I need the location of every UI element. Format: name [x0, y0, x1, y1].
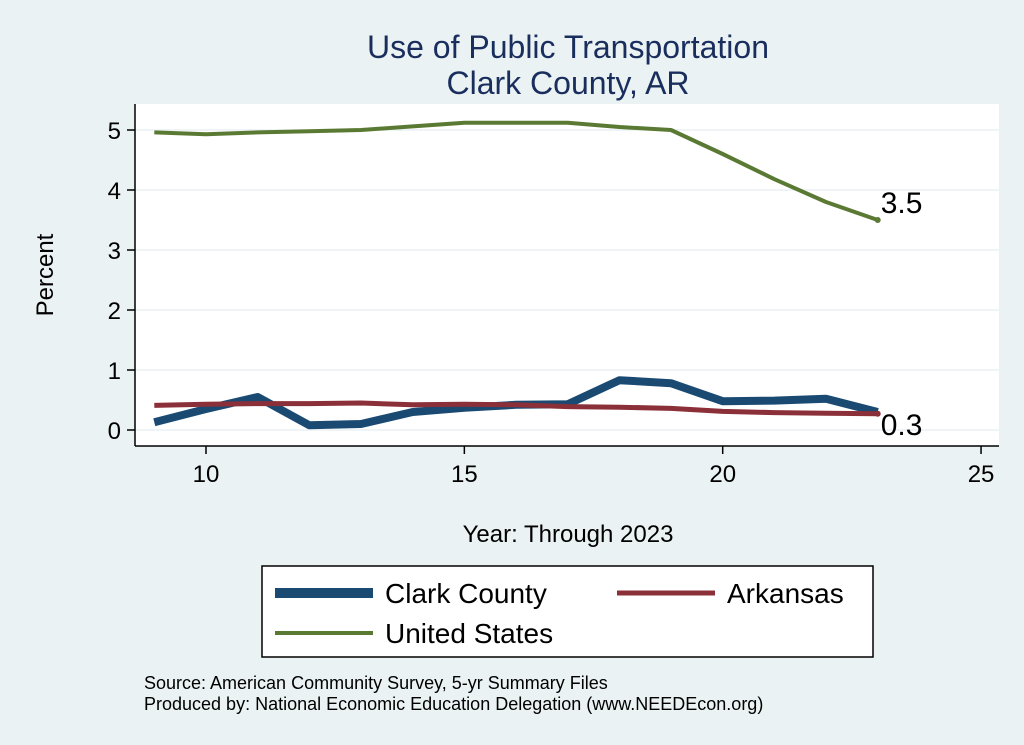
end-marker [874, 217, 881, 223]
y-tick-label: 0 [108, 418, 121, 445]
chart-title-line-1: Use of Public Transportation [367, 29, 769, 65]
y-tick-label: 4 [108, 178, 121, 205]
y-tick-label: 5 [108, 118, 121, 145]
x-tick-label: 10 [193, 461, 220, 488]
legend-label-clark-county: Clark County [385, 578, 547, 609]
end-value-label: 0.3 [881, 409, 923, 442]
end-labels: 3.5 0.3 [874, 187, 923, 442]
series-line-arkansas [154, 400, 878, 417]
y-tick-label: 2 [108, 298, 121, 325]
legend: Clark County Arkansas United States [261, 565, 874, 658]
legend-label-arkansas: Arkansas [727, 578, 844, 609]
y-axis-title: Percent [32, 233, 59, 316]
x-tick-label: 15 [451, 461, 478, 488]
end-marker [874, 410, 881, 417]
end-value-label: 3.5 [881, 187, 923, 220]
x-axis: 10 15 20 25 [135, 445, 999, 488]
footer-produced-by: Produced by: National Economic Education… [144, 694, 763, 714]
legend-box [261, 565, 874, 658]
series-line-united-states [154, 120, 879, 222]
x-tick-label: 25 [968, 461, 995, 488]
series-lines [153, 120, 879, 430]
grid-lines [135, 129, 999, 431]
chart-title-line-2: Clark County, AR [446, 65, 689, 101]
x-axis-title: Year: Through 2023 [463, 521, 674, 548]
footer-source: Source: American Community Survey, 5-yr … [144, 673, 608, 693]
y-tick-label: 3 [108, 238, 121, 265]
legend-label-united-states: United States [385, 618, 553, 649]
y-tick-label: 1 [108, 358, 121, 385]
x-tick-label: 20 [709, 461, 736, 488]
plot-area [135, 104, 999, 446]
y-axis: 0 1 2 3 4 5 [108, 104, 136, 446]
